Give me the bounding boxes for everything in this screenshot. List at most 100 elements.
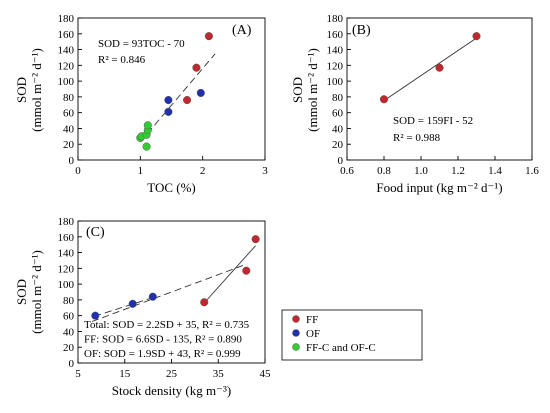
y-tick-label: 120	[58, 263, 75, 275]
data-point	[242, 266, 251, 275]
y-tick-label: 0	[338, 155, 344, 167]
y-tick-label: 160	[327, 29, 344, 41]
x-tick-label: 45	[260, 368, 272, 380]
x-axis-label: TOC (%)	[147, 180, 196, 195]
x-tick-label: 1.6	[525, 165, 539, 177]
data-point	[251, 235, 260, 244]
y-tick-label: 80	[332, 92, 344, 104]
y-tick-label: 40	[63, 326, 75, 338]
y-axis-label: SOD (mmol m⁻² d⁻¹)	[14, 48, 44, 132]
panel-label: (B)	[352, 23, 371, 38]
y-tick-label: 180	[58, 13, 75, 25]
data-point	[142, 142, 151, 151]
x-tick-label: 2	[200, 165, 206, 177]
legend: FF OF FF-C and OF-C	[281, 309, 423, 361]
panel-b: 0.6 0.8 1.0 1.2 1.4 1.6 0 20 40 60 80 100 120 140 160 1…	[290, 13, 539, 195]
y-tick-label: 100	[327, 76, 344, 88]
legend-frame	[281, 309, 423, 361]
data-point	[192, 63, 201, 72]
regression-equation: FF: SOD = 6.6SD - 135, R² = 0.890	[84, 334, 242, 346]
y-tick-label: 0	[69, 358, 75, 370]
regression-equation: OF: SOD = 1.9SD + 43, R² = 0.999	[84, 348, 241, 360]
y-tick-label: 160	[58, 232, 75, 244]
legend-label: OF	[306, 328, 320, 340]
legend-label: FF-C and OF-C	[306, 342, 376, 354]
data-point	[91, 311, 100, 320]
regression-line	[139, 53, 216, 143]
legend-marker	[292, 329, 300, 337]
x-tick-label: 15	[119, 368, 131, 380]
y-tick-label: 0	[69, 155, 75, 167]
x-tick-label: 1.4	[488, 165, 502, 177]
regression-line	[203, 245, 256, 304]
data-point	[183, 95, 192, 105]
panel-c: 5 15 25 35 45 0 20 40 60 80 100 120 140 160 180 Stock d…	[14, 216, 271, 398]
y-axis-unit: (mmol m⁻² d⁻¹)	[29, 48, 44, 132]
plot-frame	[346, 17, 533, 161]
y-tick-label: 80	[63, 92, 75, 104]
data-point	[148, 292, 157, 301]
y-tick-label: 40	[332, 123, 344, 135]
panel-a: 0 1 2 3 0 20 40 60 80 100 120 140 160 180 TOC (%) SOD (m…	[14, 13, 268, 195]
data-point	[204, 32, 213, 41]
y-tick-label: 80	[63, 295, 75, 307]
y-tick-label: 40	[63, 123, 75, 135]
x-tick-label: 1	[138, 165, 144, 177]
panel-label: (C)	[86, 225, 105, 240]
data-point	[164, 95, 173, 105]
data-point	[196, 88, 205, 97]
x-tick-label: 1.0	[414, 165, 428, 177]
x-axis-label: Stock density (kg m⁻³)	[112, 383, 231, 398]
r-squared: R² = 0.988	[393, 132, 441, 144]
x-tick-label: 3	[262, 165, 268, 177]
y-tick-label: 120	[327, 60, 344, 72]
x-tick-label: 0.6	[340, 165, 354, 177]
x-tick-label: 0.8	[377, 165, 391, 177]
legend-label: FF	[306, 314, 318, 326]
panel-label: (A)	[232, 23, 252, 38]
y-axis-unit: (mmol m⁻² d⁻¹)	[29, 250, 44, 334]
x-tick-label: 1.2	[451, 165, 465, 177]
y-tick-label: 160	[58, 29, 75, 41]
y-tick-label: 140	[58, 45, 75, 57]
regression-equation: SOD = 93TOC - 70	[98, 38, 185, 50]
y-tick-label: 20	[63, 342, 75, 354]
y-tick-label: 120	[58, 60, 75, 72]
x-tick-label: 35	[213, 368, 225, 380]
data-point	[164, 107, 173, 116]
y-axis-title: SOD	[14, 77, 29, 103]
y-tick-label: 60	[63, 311, 75, 323]
data-point	[200, 298, 209, 307]
y-tick-label: 20	[63, 139, 75, 151]
x-tick-label: 0	[75, 165, 81, 177]
y-tick-label: 100	[58, 279, 75, 291]
y-tick-label: 20	[332, 139, 344, 151]
y-axis-label: SOD (mmol m⁻² d⁻¹)	[14, 250, 44, 334]
r-squared: R² = 0.846	[98, 54, 146, 66]
data-point	[379, 95, 389, 104]
regression-equation: SOD = 159FI - 52	[393, 115, 473, 127]
y-tick-label: 140	[58, 248, 75, 260]
data-point	[143, 121, 152, 130]
x-tick-label: 5	[75, 368, 81, 380]
y-tick-label: 140	[327, 45, 344, 57]
y-tick-label: 60	[332, 108, 344, 120]
regression-line	[94, 297, 153, 317]
regression-equation: Total: SOD = 2.2SD + 35, R² = 0.735	[84, 319, 250, 331]
data-point	[472, 32, 481, 41]
y-axis-title: SOD	[290, 77, 305, 103]
data-point	[435, 63, 444, 72]
y-tick-label: 180	[327, 13, 344, 25]
legend-marker	[292, 343, 300, 351]
regression-line	[383, 37, 477, 102]
plot-frame	[77, 17, 266, 161]
y-axis-unit: (mmol m⁻² d⁻¹)	[305, 48, 320, 132]
y-tick-label: 100	[58, 76, 75, 88]
y-tick-label: 180	[58, 216, 75, 228]
x-axis-label: Food input (kg m⁻² d⁻¹)	[376, 180, 502, 195]
y-axis-label: SOD (mmol m⁻² d⁻¹)	[290, 48, 320, 132]
y-axis-title: SOD	[14, 279, 29, 305]
x-tick-label: 25	[166, 368, 178, 380]
regression-line	[91, 263, 247, 322]
